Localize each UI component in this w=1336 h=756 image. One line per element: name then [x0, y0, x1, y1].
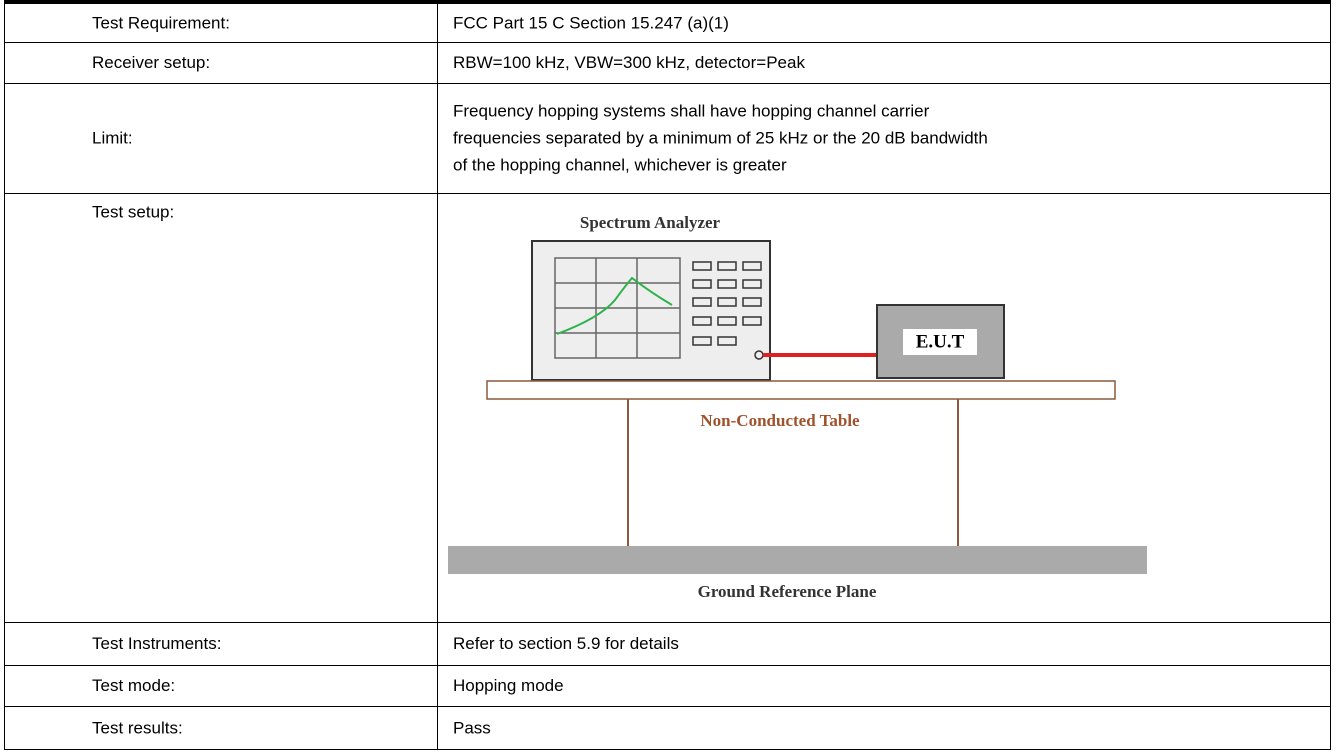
analyzer-label: Spectrum Analyzer	[580, 213, 721, 232]
row-value-line: Frequency hopping systems shall have hop…	[453, 101, 930, 120]
ground-label: Ground Reference Plane	[698, 582, 877, 601]
eut-label: E.U.T	[916, 331, 965, 352]
analyzer-screen	[554, 257, 681, 359]
row-value-line: frequencies separated by a minimum of 25…	[453, 128, 988, 147]
row-label: Test Instruments:	[92, 634, 221, 653]
table-label: Non-Conducted Table	[700, 411, 860, 430]
row-label: Test mode:	[92, 676, 175, 695]
spectrum-curve	[556, 276, 673, 335]
test-setup-diagram: Spectrum Analyzer E.U.T Non-Conducted Ta…	[448, 213, 1147, 601]
table-top	[486, 380, 1116, 400]
ground-plane	[448, 546, 1147, 574]
row-label: Test results:	[92, 718, 183, 737]
row-value: Pass	[453, 718, 491, 737]
row-label: Limit:	[92, 128, 133, 147]
row-label: Test setup:	[92, 202, 174, 221]
row-label: Receiver setup:	[92, 53, 210, 72]
row-value: Refer to section 5.9 for details	[453, 634, 679, 653]
row-label: Test Requirement:	[92, 13, 230, 32]
table-borders	[4, 0, 1331, 750]
row-value-line: of the hopping channel, whichever is gre…	[453, 155, 787, 174]
eut-label-bg	[903, 329, 977, 355]
row-value: Hopping mode	[453, 676, 564, 695]
row-value: FCC Part 15 C Section 15.247 (a)(1)	[453, 13, 729, 32]
analyzer-buttons	[692, 261, 764, 360]
row-value: RBW=100 kHz, VBW=300 kHz, detector=Peak	[453, 53, 805, 72]
